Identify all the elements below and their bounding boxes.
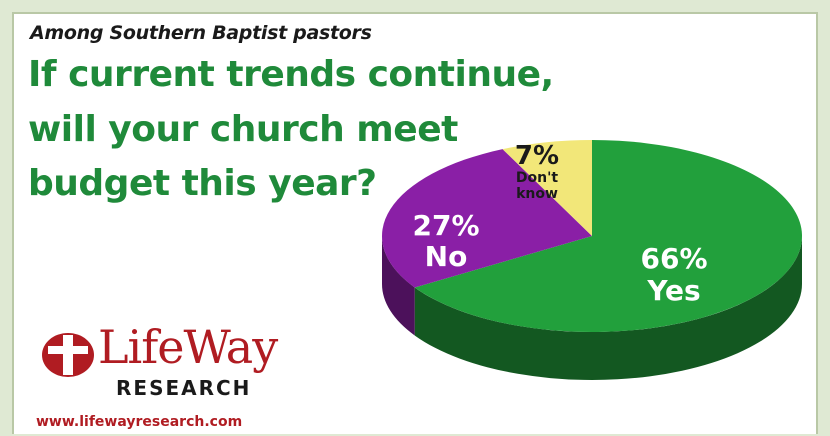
data-label-dontknow-line-1: Don't [516, 170, 558, 186]
pie-slice-don-t-know [502, 140, 592, 236]
pie-side-yes [414, 236, 802, 380]
cross-logo-icon [42, 333, 94, 377]
data-label-yes-percent: 66% [640, 242, 707, 275]
chart-title-line-2: will your church meet [28, 109, 458, 150]
graphic-panel: Among Southern Baptist pastors If curren… [12, 12, 818, 434]
chart-title-line-1: If current trends continue, [28, 54, 554, 95]
logo-wordmark: LifeWay [98, 320, 278, 374]
data-label-no-name: No [425, 240, 468, 273]
data-label-yes-name: Yes [646, 274, 700, 307]
chart-subtitle: Among Southern Baptist pastors [30, 22, 372, 44]
chart-title-line-3: budget this year? [28, 163, 377, 204]
pie-slice-yes [414, 140, 803, 333]
pie-slice-no [382, 149, 592, 288]
pie-side-no [382, 236, 415, 336]
logo-subtext: RESEARCH [116, 376, 252, 400]
data-label-dontknow-line-2: know [516, 186, 558, 202]
data-label-no-percent: 27% [412, 209, 479, 242]
data-label-dontknow-percent: 7% [515, 141, 559, 171]
website-url: www.lifewayresearch.com [36, 414, 243, 430]
lifeway-logo: LifeWay RESEARCH [36, 320, 296, 406]
